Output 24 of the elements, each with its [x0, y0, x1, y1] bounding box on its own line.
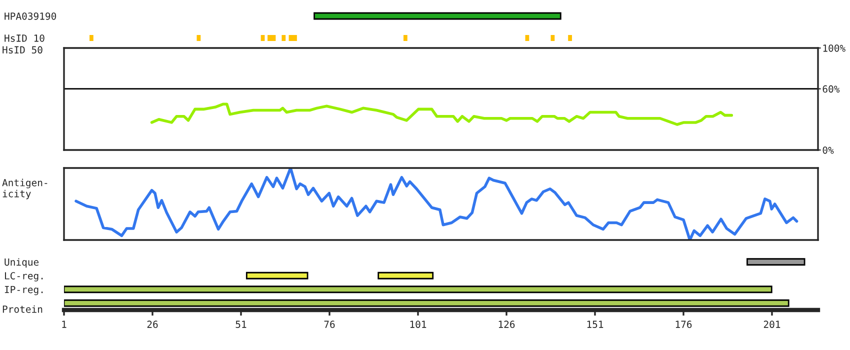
bar: [64, 286, 772, 294]
x-tick-label: 176: [676, 320, 692, 328]
y-tick-label: 60%: [822, 85, 840, 93]
x-tick-label: 26: [147, 320, 158, 328]
x-tick-label: 76: [324, 320, 335, 328]
bar: [378, 272, 434, 280]
y-tick-label: IP-reg.: [4, 286, 43, 296]
y-tick-label: 100%: [823, 44, 846, 52]
x-tick-label: 1: [62, 320, 66, 328]
x-tick-label: 201: [764, 320, 780, 328]
x-tick-label: 126: [498, 320, 515, 328]
y-tick-label: LC-reg.: [5, 272, 43, 282]
y-tick-label: HsID 10: [4, 34, 44, 42]
y-tick-label: 0%: [822, 146, 834, 154]
x-tick-label: 101: [410, 320, 426, 328]
line-series: [150, 102, 734, 126]
y-tick-label: HPA039190: [4, 12, 56, 20]
y-axis-title: Antigen- icity: [2, 178, 48, 200]
x-axis-title: Protein: [2, 305, 42, 313]
y-axis-title: HsID 50: [2, 46, 42, 54]
x-tick-label: 151: [587, 320, 604, 328]
y-tick-label: Unique: [4, 258, 39, 268]
bar: [746, 258, 806, 266]
x-tick-label: 51: [236, 320, 246, 328]
